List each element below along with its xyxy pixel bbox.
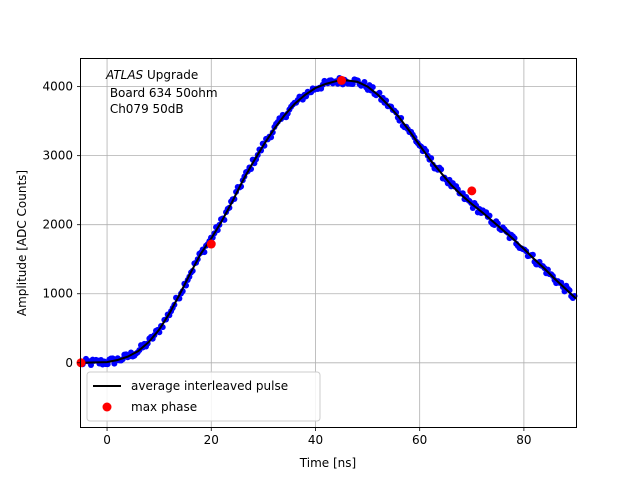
x-tick-label: 20 — [204, 433, 219, 447]
experiment-annotation: ATLAS Upgrade Board 634 50ohm Ch079 50dB — [105, 68, 218, 116]
legend-entry-average: average interleaved pulse — [131, 379, 288, 393]
x-tick-label: 80 — [516, 433, 531, 447]
y-axis-ticks: 0 1000 2000 3000 4000 — [42, 80, 81, 370]
annotation-line-2: Board 634 50ohm — [106, 86, 218, 100]
x-axis-ticks: 0 20 40 60 80 — [103, 427, 532, 447]
annotation-line-1: ATLAS Upgrade — [105, 68, 198, 82]
x-tick-label: 0 — [103, 433, 111, 447]
y-tick-label: 1000 — [42, 287, 73, 301]
y-tick-label: 3000 — [42, 149, 73, 163]
legend: average interleaved pulse max phase — [86, 371, 321, 422]
legend-box — [86, 371, 321, 422]
y-axis-label: Amplitude [ADC Counts] — [15, 170, 29, 316]
y-tick-label: 4000 — [42, 80, 73, 94]
legend-marker-icon — [102, 402, 112, 412]
annotation-atlas: ATLAS — [105, 68, 144, 82]
x-tick-label: 60 — [412, 433, 427, 447]
annotation-line-3: Ch079 50dB — [106, 102, 184, 116]
max-phase-point — [337, 75, 347, 85]
plot-frame — [80, 58, 577, 428]
annotation-upgrade: Upgrade — [143, 68, 198, 82]
max-phase-point — [206, 239, 216, 249]
x-tick-label: 40 — [308, 433, 323, 447]
legend-entry-max-phase: max phase — [131, 400, 197, 414]
sample-point — [349, 81, 356, 88]
x-axis-label: Time [ns] — [299, 456, 356, 470]
max-phase-point — [467, 186, 477, 196]
average-pulse-line — [80, 79, 577, 364]
y-tick-label: 2000 — [42, 218, 73, 232]
y-tick-label: 0 — [65, 356, 73, 370]
